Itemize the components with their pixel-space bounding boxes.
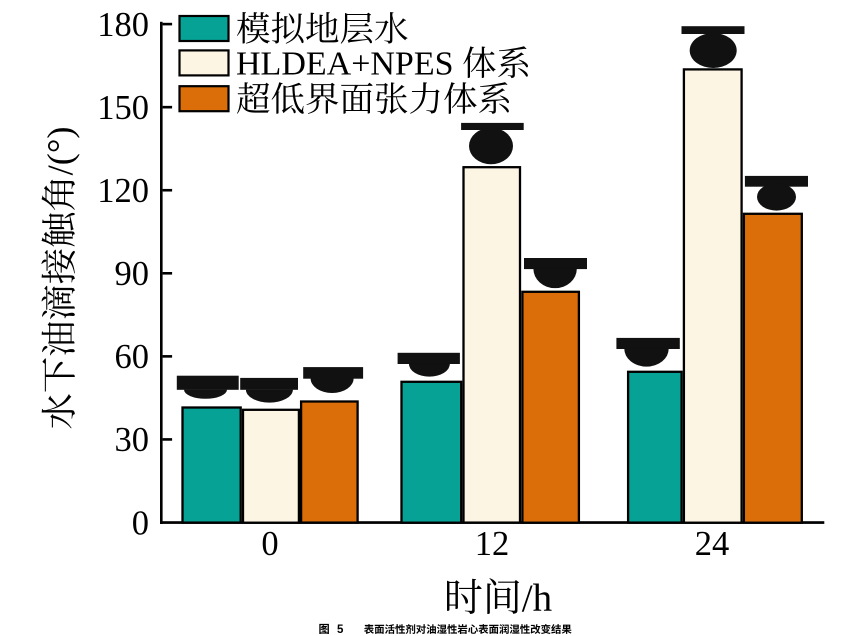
svg-text:90: 90 — [115, 255, 150, 293]
svg-text:12: 12 — [475, 525, 510, 563]
svg-text:150: 150 — [97, 89, 149, 127]
svg-text:180: 180 — [97, 6, 149, 44]
svg-text:/(°): /(°) — [40, 127, 80, 176]
svg-text:30: 30 — [115, 421, 150, 459]
svg-text:60: 60 — [115, 338, 150, 376]
svg-text:0: 0 — [261, 525, 278, 563]
svg-text:0: 0 — [132, 504, 149, 542]
svg-text:5: 5 — [337, 624, 344, 636]
svg-text:HLDEA+NPES: HLDEA+NPES — [236, 45, 454, 82]
svg-text:120: 120 — [97, 172, 149, 210]
svg-text:24: 24 — [695, 525, 730, 563]
svg-text:/h: /h — [522, 577, 552, 620]
